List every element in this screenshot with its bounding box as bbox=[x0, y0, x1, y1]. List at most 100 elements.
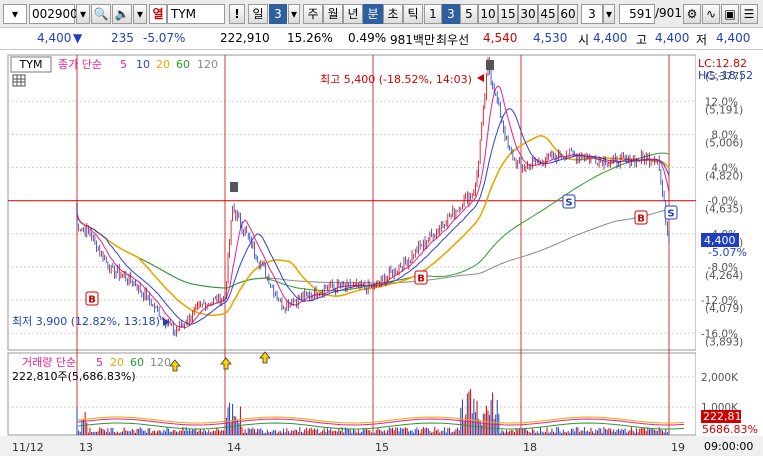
legend-ma10: 10 bbox=[136, 58, 150, 71]
low-price: 4,400 bbox=[716, 31, 751, 45]
grid bbox=[8, 100, 696, 408]
position-input[interactable]: 591 bbox=[619, 4, 655, 24]
volume-legend-label: 거래량 단순 bbox=[22, 356, 76, 369]
trade-marker bbox=[85, 291, 99, 306]
interval-5[interactable]: 5 bbox=[460, 4, 478, 24]
time-axis bbox=[0, 436, 763, 456]
turnover: 0.49% bbox=[348, 31, 387, 45]
speaker-dropdown-icon[interactable]: ▾ bbox=[133, 4, 147, 24]
symbol-box[interactable] bbox=[10, 56, 52, 73]
current-pct-axis-label: -5.07% bbox=[708, 246, 747, 259]
volume-ma-line bbox=[77, 418, 685, 426]
interval-3[interactable]: 3 bbox=[442, 4, 460, 24]
x-tick-label: 15 bbox=[375, 441, 389, 454]
hc-label: HC:-18.52 bbox=[698, 69, 753, 82]
high-arrow-icon bbox=[477, 74, 484, 82]
y-pct-tick: 12.0% bbox=[705, 96, 738, 108]
period-count[interactable]: 3 bbox=[269, 4, 287, 24]
x-tick-label: 14 bbox=[227, 441, 241, 454]
period-minute[interactable]: 분 bbox=[363, 4, 383, 24]
indicator-icon[interactable]: ∿ bbox=[702, 4, 720, 24]
volume-ma-line bbox=[77, 422, 685, 430]
speaker-icon[interactable]: 🔈 bbox=[112, 4, 132, 24]
y-price-tick: (4,264) bbox=[705, 270, 743, 282]
legend-ma120: 120 bbox=[197, 58, 218, 71]
volume-y-tick: 2,000K bbox=[701, 372, 739, 384]
current-price-axis-label: 4,400 bbox=[704, 234, 736, 247]
count-input[interactable]: 3 bbox=[581, 4, 603, 24]
interval-1[interactable]: 1 bbox=[424, 4, 442, 24]
x-tick-label: 18 bbox=[523, 441, 537, 454]
legend-ma5: 5 bbox=[120, 58, 127, 71]
day-separators bbox=[76, 55, 670, 435]
code-dropdown-icon[interactable]: ▾ bbox=[76, 4, 90, 24]
alert-button[interactable]: ! bbox=[229, 4, 245, 24]
high-annotation: 최고 5,400 (-18.52%, 14:03) bbox=[320, 73, 472, 86]
best-bid: 4,530 bbox=[533, 31, 568, 45]
up-arrow-icon bbox=[169, 359, 181, 372]
volume-current-label: 222,810 bbox=[703, 410, 749, 423]
code-type-dropdown[interactable]: ▾ bbox=[3, 4, 27, 24]
save-icon[interactable]: ▣ bbox=[721, 4, 739, 24]
y-price-tick: (4,079) bbox=[705, 303, 743, 315]
menu-icon[interactable]: ☰ bbox=[740, 4, 758, 24]
low-label: 저 bbox=[696, 33, 708, 47]
best-ask-label: 최우선 bbox=[436, 33, 470, 47]
y-pct-tick: -16.0% bbox=[701, 328, 738, 340]
search-icon[interactable]: 🔍 bbox=[91, 4, 111, 24]
stock-name[interactable]: TYM bbox=[167, 4, 225, 24]
table-icon[interactable] bbox=[12, 74, 26, 87]
interval-15[interactable]: 15 bbox=[498, 4, 518, 24]
price-change: 235 bbox=[111, 31, 134, 45]
y-price-tick: (4,635) bbox=[705, 204, 743, 216]
period-tick[interactable]: 틱 bbox=[403, 4, 423, 24]
trade-marker-label: B bbox=[417, 274, 425, 285]
volume-current-box bbox=[701, 410, 741, 423]
change-percent: -5.07% bbox=[143, 31, 186, 45]
x-tick-label: 19 bbox=[671, 441, 685, 454]
y-price-tick: (5,377) bbox=[705, 71, 743, 83]
lc-label: LC:12.82 bbox=[698, 57, 747, 70]
open-price: 4,400 bbox=[593, 31, 628, 45]
period-dropdown-icon[interactable]: ▾ bbox=[288, 4, 300, 24]
high-label: 고 bbox=[636, 33, 648, 47]
settings-icon[interactable]: ⚙ bbox=[683, 4, 701, 24]
name-tag[interactable]: 열 bbox=[149, 4, 167, 24]
y-price-tick: (5,191) bbox=[705, 104, 743, 116]
volume-legend-ma60: 60 bbox=[130, 356, 144, 369]
trade-marker bbox=[664, 205, 678, 220]
low-arrow-icon bbox=[163, 318, 170, 326]
high-price: 4,400 bbox=[655, 31, 690, 45]
interval-10[interactable]: 10 bbox=[478, 4, 498, 24]
time-label: 09:00:00 bbox=[704, 440, 753, 453]
period-second[interactable]: 초 bbox=[383, 4, 403, 24]
legend-symbol: TYM bbox=[19, 58, 43, 71]
period-month[interactable]: 월 bbox=[323, 4, 343, 24]
trade-marker-label: B bbox=[637, 214, 645, 225]
period-week[interactable]: 주 bbox=[303, 4, 323, 24]
flag-icon bbox=[486, 60, 494, 70]
toolbar: ▾ 002900 ▾ 🔍 🔈 ▾ 열 TYM ! 일 3 ▾ 주 월 년 분 초… bbox=[0, 0, 763, 28]
current-price: 4,400 bbox=[37, 31, 72, 45]
volume-moving-averages bbox=[77, 416, 685, 430]
trade-marker bbox=[414, 270, 428, 285]
interval-30[interactable]: 30 bbox=[518, 4, 538, 24]
volume-ma-line bbox=[77, 416, 685, 424]
interval-60[interactable]: 60 bbox=[558, 4, 578, 24]
current-price-box bbox=[701, 233, 739, 247]
up-arrow-icon bbox=[259, 351, 271, 364]
y-price-tick: (5,006) bbox=[705, 137, 743, 149]
period-day[interactable]: 일 bbox=[248, 4, 268, 24]
y-pct-tick: -0.0% bbox=[708, 196, 738, 208]
count-dropdown-icon[interactable]: ▾ bbox=[603, 4, 615, 24]
period-year[interactable]: 년 bbox=[343, 4, 363, 24]
chart-area[interactable]: 12.0%8.0%4.0%-0.0%-4.0%-8.0%-12.0%-16.0%… bbox=[0, 50, 763, 456]
stock-code-input[interactable]: 002900 bbox=[29, 4, 78, 24]
flag-icon bbox=[230, 182, 238, 192]
price-pane bbox=[7, 54, 697, 351]
down-arrow-icon: ▼ bbox=[73, 31, 83, 45]
interval-45[interactable]: 45 bbox=[538, 4, 558, 24]
x-axis-labels: 11/12 13 14 15 18 19 bbox=[12, 441, 685, 454]
candles bbox=[76, 57, 670, 337]
x-tick-label: 13 bbox=[79, 441, 93, 454]
